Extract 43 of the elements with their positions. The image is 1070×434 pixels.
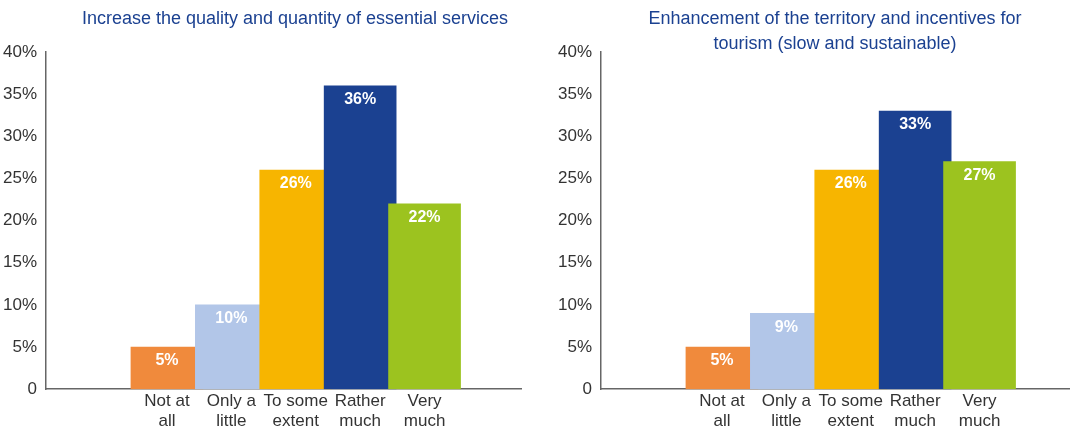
y-tick-label: 35% bbox=[557, 83, 593, 103]
y-tick-label: 0 bbox=[27, 378, 38, 398]
data-label: 5% bbox=[155, 351, 179, 369]
data-label: 5% bbox=[710, 351, 734, 369]
x-tick-label: Only a little bbox=[206, 391, 257, 431]
chart-title: Increase the quality and quantity of essential services bbox=[80, 7, 510, 30]
data-label: 26% bbox=[279, 174, 312, 192]
x-tick-label: Very much bbox=[958, 391, 1001, 431]
data-label: 33% bbox=[899, 115, 932, 133]
y-tick-label: 5% bbox=[12, 336, 38, 356]
data-label: 36% bbox=[344, 90, 377, 108]
y-tick-label: 35% bbox=[2, 83, 38, 103]
y-tick-label: 15% bbox=[2, 252, 38, 272]
bar bbox=[388, 203, 461, 390]
x-tick-label: To some extent bbox=[818, 391, 883, 431]
data-label: 27% bbox=[963, 166, 996, 183]
y-tick-label: 10% bbox=[2, 294, 38, 314]
x-tick-label: Rather much bbox=[334, 391, 386, 431]
y-tick-label: 10% bbox=[557, 294, 593, 314]
y-tick-label: 0 bbox=[582, 378, 593, 398]
y-tick-label: 20% bbox=[2, 210, 38, 230]
y-tick-label: 5% bbox=[567, 336, 593, 356]
y-tick-label: 25% bbox=[2, 168, 38, 188]
x-tick-label: Not at all bbox=[144, 391, 190, 431]
y-tick-label: 15% bbox=[557, 252, 593, 272]
y-tick-label: 25% bbox=[557, 168, 593, 188]
y-tick-label: 30% bbox=[557, 125, 593, 145]
bar bbox=[323, 85, 397, 390]
x-tick-label: Only a little bbox=[761, 391, 812, 431]
data-label: 9% bbox=[774, 317, 798, 335]
y-tick-label: 30% bbox=[2, 125, 38, 145]
y-tick-label: 20% bbox=[557, 210, 593, 230]
x-tick-label: Very much bbox=[403, 391, 446, 431]
data-label: 26% bbox=[834, 174, 867, 192]
y-tick-label: 40% bbox=[2, 41, 38, 61]
x-tick-label: Not at all bbox=[699, 391, 745, 431]
x-tick-label: Rather much bbox=[889, 391, 941, 431]
bar bbox=[943, 161, 1016, 390]
chart-title: Enhancement of the territory and incentives for tourism (slow and sustainable) bbox=[647, 7, 1023, 55]
x-tick-label: To some extent bbox=[263, 391, 328, 431]
data-label: 22% bbox=[408, 208, 441, 226]
y-tick-label: 40% bbox=[557, 41, 593, 61]
data-label: 10% bbox=[215, 309, 248, 327]
